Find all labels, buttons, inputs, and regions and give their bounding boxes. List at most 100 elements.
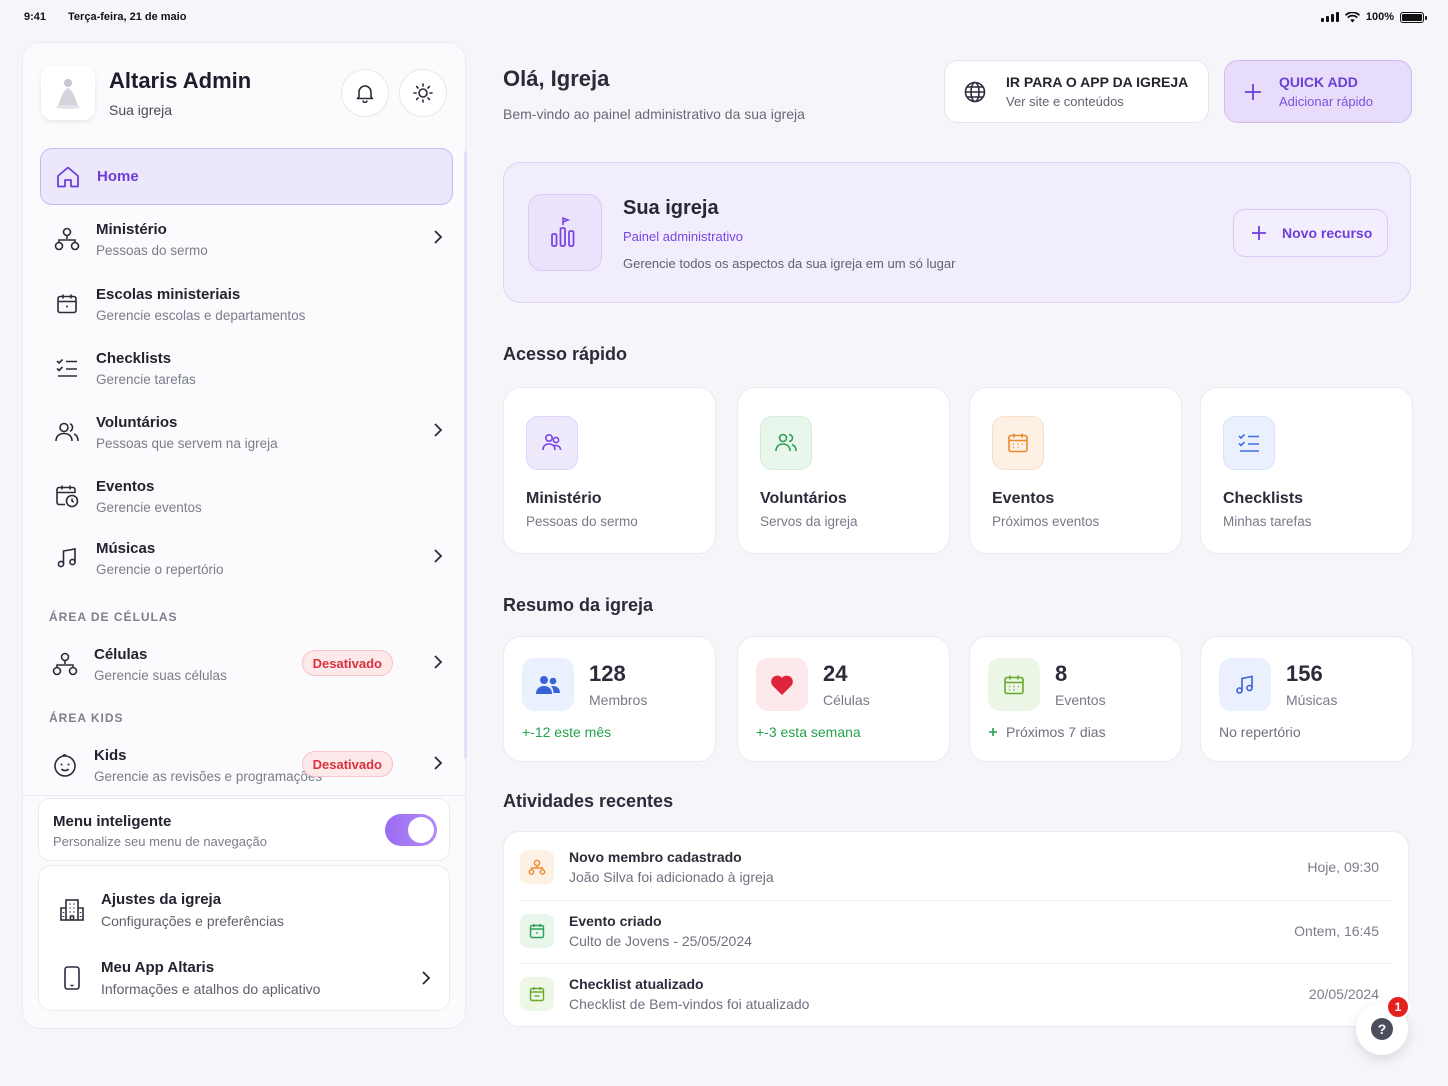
bar-chart-icon [551,216,575,247]
my-app-item[interactable]: Meu App Altaris Informações e atalhos do … [59,954,431,1002]
chevron-right-icon [434,756,443,770]
sidebar-item-subtitle: Gerencie as revisões e programações [94,768,323,784]
new-resource-button[interactable]: Novo recurso [1233,209,1388,257]
smart-menu-card: Menu inteligente Personalize seu menu de… [38,798,450,861]
go-to-church-app-button[interactable]: IR PARA O APP DA IGREJA Ver site e conte… [944,60,1209,123]
sidebar-item-title: Escolas ministeriais [96,285,241,303]
activity-time: Hoje, 09:30 [1307,859,1379,875]
activity-detail: Culto de Jovens - 25/05/2024 [569,933,752,949]
help-button[interactable]: ? 1 [1356,995,1410,1055]
hero-description: Gerencie todos os aspectos da sua igreja… [623,256,956,271]
summary-card-icon [988,658,1040,711]
sun-icon [413,83,433,103]
quick-card-checklists[interactable]: Checklists Minhas tarefas [1200,387,1413,554]
church-settings-item[interactable]: Ajustes da igreja Configurações e preferê… [59,886,431,934]
sidebar-item-home[interactable]: Home [40,148,453,205]
settings-card: Ajustes da igreja Configurações e preferê… [38,865,450,1011]
activity-item[interactable]: Novo membro cadastrado João Silva foi adi… [520,836,1392,898]
sidebar-item-musicas[interactable]: Músicas Gerencie o repertório [53,534,443,582]
activities-title: Atividades recentes [503,791,674,811]
chevron-right-icon [434,423,443,437]
summary-label: Membros [589,692,648,708]
home-icon [57,166,79,187]
chevron-right-icon [434,549,443,563]
sidebar-item-ministerio[interactable]: Ministério Pessoas do sermo [53,215,443,263]
notification-count-badge: 1 [1386,995,1410,1019]
smartphone-icon [64,966,80,990]
heart-icon [771,675,793,695]
church-name: Sua igreja [109,102,173,118]
sidebar-item-subtitle: Gerencie tarefas [96,371,196,387]
calendar-icon [529,924,545,939]
sidebar-item-checklists[interactable]: Checklists Gerencie tarefas [53,344,443,392]
quick-card-title: Checklists [1223,490,1304,507]
summary-card-icon [756,658,808,711]
quick-card-icon [526,416,578,470]
plus-icon [1245,83,1261,100]
chevron-right-icon [434,230,443,244]
calendar-icon [1008,433,1028,453]
summary-note: Próximos 7 dias [1006,724,1106,740]
sidebar: Altaris Admin Sua igreja Home Ministério… [22,42,467,1029]
plus-small-icon [989,728,997,736]
activity-icon-box [520,977,554,1011]
my-app-title: Meu App Altaris [101,959,215,976]
sidebar-item-label: Home [97,168,139,185]
sidebar-item-kids[interactable]: Kids Gerencie as revisões e programações … [51,741,443,789]
quick-card-subtitle: Servos da igreja [760,514,858,529]
people-icon [542,433,562,451]
summary-value: 156 [1286,661,1323,686]
quick-add-button[interactable]: QUICK ADD Adicionar rápido [1224,60,1412,123]
sidebar-scrollbar[interactable] [464,151,467,759]
checklist-icon [1238,433,1259,452]
smart-menu-toggle[interactable] [385,814,437,846]
building-icon [60,899,84,921]
hero-subtitle: Painel administrativo [623,229,743,244]
summary-note: No repertório [1219,724,1301,740]
quick-add-subtitle: Adicionar rápido [1279,94,1373,109]
summary-value: 128 [589,661,626,686]
sidebar-item-title: Checklists [96,349,172,367]
summary-card-icon [1219,658,1271,711]
church-hero-card: Sua igreja Painel administrativo Gerenci… [503,162,1411,303]
quick-card-eventos[interactable]: Eventos Próximos eventos [969,387,1182,554]
battery-percent: 100% [1365,11,1394,23]
hero-icon-box [528,194,602,271]
sidebar-item-title: Kids [94,746,127,764]
plus-icon [1252,226,1266,240]
activity-item[interactable]: Checklist atualizado Checklist de Bem-vin… [520,963,1392,1025]
smart-menu-title: Menu inteligente [53,813,172,830]
recent-activities-list: Novo membro cadastrado João Silva foi adi… [503,831,1409,1027]
quick-card-subtitle: Minhas tarefas [1223,514,1312,529]
sidebar-divider [23,795,465,796]
sidebar-item-subtitle: Pessoas do sermo [96,242,208,258]
quick-card-ministerio[interactable]: Ministério Pessoas do sermo [503,387,716,554]
app-button-subtitle: Ver site e conteúdos [1006,94,1124,109]
sidebar-item-voluntarios[interactable]: Voluntários Pessoas que servem na igreja [53,408,443,456]
summary-card-celulas: 24 Células +-3 esta semana [737,636,950,762]
summary-card-icon [522,658,574,711]
church-settings-subtitle: Configurações e preferências [101,913,284,929]
activity-detail: Checklist de Bem-vindos foi atualizado [569,996,810,1012]
sidebar-item-eventos[interactable]: Eventos Gerencie eventos [53,472,443,520]
summary-label: Células [823,692,870,708]
activity-time: Ontem, 16:45 [1294,923,1379,939]
quick-card-voluntarios[interactable]: Voluntários Servos da igreja [737,387,950,554]
activity-item[interactable]: Evento criado Culto de Jovens - 25/05/202… [520,900,1392,962]
cellular-signal-icon [1320,12,1339,22]
sidebar-item-title: Voluntários [96,413,178,431]
help-icon: ? [1371,1018,1393,1040]
theme-toggle-button[interactable] [399,69,447,117]
quick-card-icon [760,416,812,470]
user-network-icon [528,859,546,875]
music-note-icon [57,548,76,568]
sidebar-item-celulas[interactable]: Células Gerencie suas células Desativado [51,640,443,688]
checklist-icon [56,358,77,377]
sidebar-item-escolas[interactable]: Escolas ministeriais Gerencie escolas e d… [53,280,443,328]
section-label-kids: ÁREA KIDS [49,711,124,725]
sidebar-item-subtitle: Pessoas que servem na igreja [96,435,278,451]
page-title: Olá, Igreja [503,66,610,91]
sidebar-item-title: Células [94,645,148,663]
notifications-button[interactable] [341,69,389,117]
status-bar: 9:41 Terça-feira, 21 de maio 100% [0,0,1448,34]
